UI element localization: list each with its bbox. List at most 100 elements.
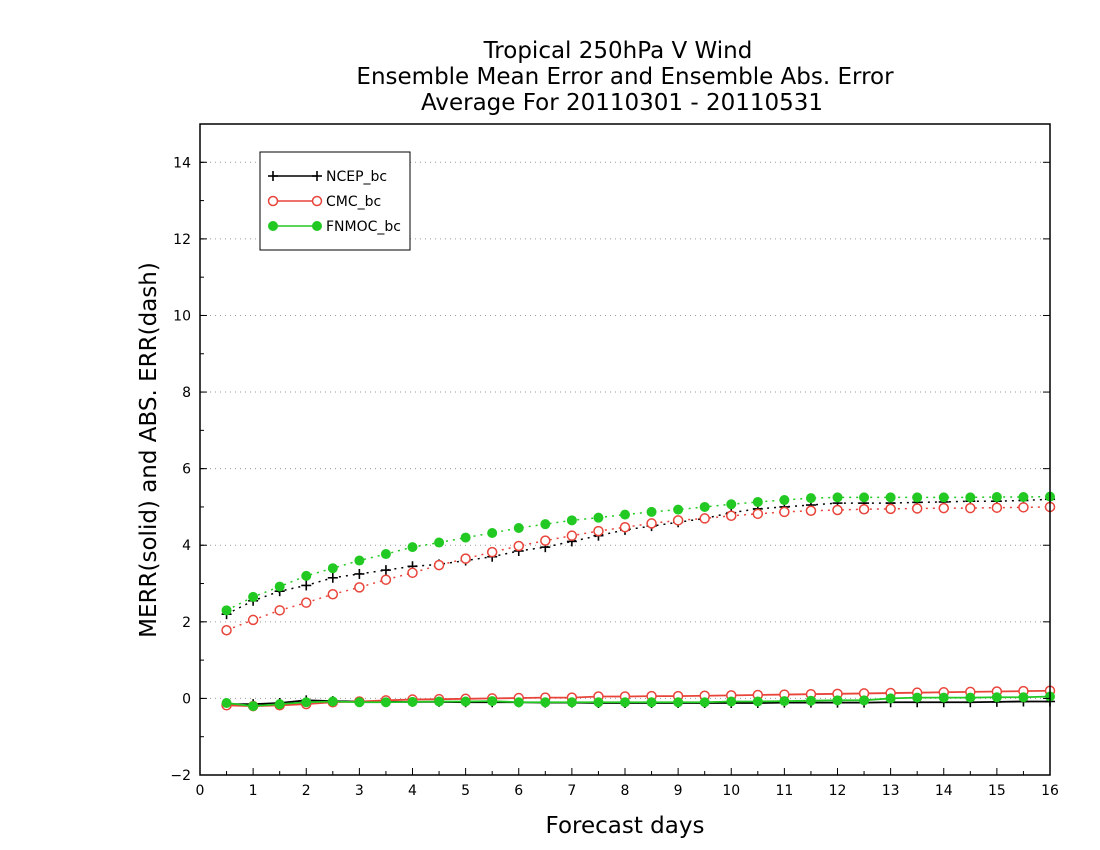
data-point-FNMOC_bc (566, 515, 577, 526)
data-point-FNMOC_bc (380, 549, 391, 560)
data-point-FNMOC_bc (938, 692, 949, 703)
data-point-NCEP_bc (354, 568, 365, 579)
data-point-CMC_bc (267, 195, 279, 207)
y-tick-label: 6 (182, 462, 191, 478)
data-point-FNMOC_bc (593, 512, 604, 523)
legend-item-FNMOC_bc: FNMOC_bc (268, 219, 401, 235)
x-tick-label: 12 (829, 783, 847, 799)
data-point-CMC_bc (460, 553, 471, 564)
data-point-FNMOC_bc (312, 221, 322, 231)
data-point-CMC_bc (221, 624, 232, 636)
data-point-FNMOC_bc (434, 537, 445, 548)
data-point-CMC_bc (726, 510, 737, 521)
data-point-CMC_bc (965, 502, 976, 514)
y-tick-label: 8 (182, 385, 191, 401)
data-point-CMC_bc (247, 614, 259, 626)
series-layer (221, 491, 1056, 712)
data-point-FNMOC_bc (620, 509, 630, 520)
data-point-FNMOC_bc (540, 519, 551, 530)
data-point-FNMOC_bc (487, 527, 498, 538)
data-point-FNMOC_bc (646, 506, 657, 517)
data-point-CMC_bc (1018, 502, 1029, 513)
x-tick-label: 6 (514, 783, 523, 799)
data-point-NCEP_bc (301, 580, 312, 591)
data-point-CMC_bc (274, 605, 285, 616)
legend-item-CMC_bc: CMC_bc (267, 194, 381, 210)
data-point-FNMOC_bc (938, 492, 949, 503)
data-point-FNMOC_bc (540, 697, 551, 708)
data-point-FNMOC_bc (566, 697, 577, 708)
legend-label: FNMOC_bc (326, 219, 401, 235)
x-tick-label: 7 (567, 783, 576, 799)
data-point-FNMOC_bc (779, 495, 790, 506)
data-point-FNMOC_bc (699, 501, 710, 512)
data-point-FNMOC_bc (885, 693, 896, 704)
title-line-3: Average For 20110301 - 20110531 (421, 90, 823, 116)
data-point-FNMOC_bc (912, 492, 923, 503)
data-point-FNMOC_bc (859, 492, 870, 503)
data-point-CMC_bc (991, 502, 1003, 513)
data-point-CMC_bc (433, 559, 445, 571)
data-point-CMC_bc (805, 505, 817, 517)
data-point-CMC_bc (911, 503, 923, 514)
data-point-CMC_bc (885, 503, 896, 515)
data-point-FNMOC_bc (301, 570, 312, 581)
y-tick-label: 12 (173, 232, 191, 248)
data-point-FNMOC_bc (487, 696, 498, 707)
data-point-NCEP_bc (327, 572, 338, 583)
data-point-FNMOC_bc (380, 697, 391, 708)
data-point-FNMOC_bc (991, 491, 1002, 502)
x-tick-label: 0 (196, 783, 205, 799)
data-point-FNMOC_bc (805, 695, 816, 706)
x-tick-label: 5 (461, 783, 470, 799)
legend-item-NCEP_bc: NCEP_bc (268, 169, 387, 185)
x-tick-label: 14 (935, 783, 953, 799)
legend: NCEP_bc CMC_bc FNMOC_bc (259, 151, 411, 251)
data-point-FNMOC_bc (274, 581, 285, 592)
data-point-FNMOC_bc (354, 555, 365, 566)
legend-label: CMC_bc (326, 194, 381, 210)
data-point-FNMOC_bc (513, 523, 524, 534)
data-point-CMC_bc (593, 525, 604, 537)
series-CMC_bc (221, 501, 1056, 712)
data-point-FNMOC_bc (832, 695, 843, 706)
data-point-CMC_bc (354, 582, 365, 593)
chart-title: Tropical 250hPa V Wind Ensemble Mean Err… (356, 38, 894, 116)
data-point-FNMOC_bc (327, 696, 338, 707)
data-point-NCEP_bc (268, 171, 278, 181)
data-point-CMC_bc (513, 540, 524, 552)
x-tick-label: 1 (249, 783, 258, 799)
data-point-FNMOC_bc (407, 696, 418, 707)
x-tick-label: 3 (355, 783, 364, 799)
data-point-CMC_bc (407, 567, 418, 579)
y-tick-label: 4 (182, 538, 191, 554)
data-point-FNMOC_bc (779, 696, 790, 707)
data-point-FNMOC_bc (221, 605, 232, 616)
x-tick-label: 10 (722, 783, 740, 799)
data-point-FNMOC_bc (965, 692, 976, 703)
abs-error-line-NCEP_bc (226, 498, 1051, 615)
title-line-1: Tropical 250hPa V Wind (483, 38, 753, 64)
x-tick-label: 16 (1041, 783, 1059, 799)
data-point-CMC_bc (566, 530, 578, 541)
data-point-FNMOC_bc (673, 504, 684, 515)
data-point-FNMOC_bc (1018, 692, 1029, 703)
data-point-FNMOC_bc (268, 221, 278, 231)
series-NCEP_bc (221, 494, 1055, 710)
data-point-FNMOC_bc (460, 532, 471, 543)
y-tick-label: −2 (170, 768, 191, 784)
data-point-NCEP_bc (380, 565, 391, 576)
y-tick-label: 10 (173, 308, 191, 324)
data-point-CMC_bc (311, 195, 323, 207)
x-tick-label: 2 (302, 783, 311, 799)
data-point-CMC_bc (779, 506, 790, 518)
data-point-CMC_bc (858, 503, 870, 515)
data-point-CMC_bc (672, 515, 684, 526)
data-point-FNMOC_bc (726, 499, 737, 510)
legend-label: NCEP_bc (326, 169, 387, 185)
data-point-FNMOC_bc (620, 697, 630, 708)
data-point-FNMOC_bc (752, 496, 763, 507)
x-axis-label: Forecast days (546, 813, 705, 839)
y-tick-label: 0 (182, 691, 191, 707)
